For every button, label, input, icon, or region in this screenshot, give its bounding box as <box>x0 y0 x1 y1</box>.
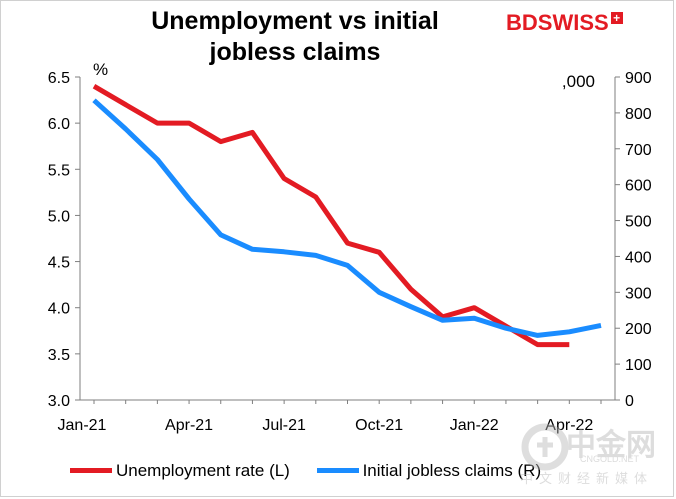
left-tick-label: 6.5 <box>48 70 70 87</box>
brand-logo: BDSWISS + <box>506 10 623 36</box>
left-tick-label: 5.0 <box>48 208 70 225</box>
left-tick-label: 6.0 <box>48 116 70 133</box>
x-tick-label: Apr-22 <box>545 417 593 434</box>
right-tick-label: 100 <box>625 357 652 374</box>
jobless-claims-line <box>92 98 602 338</box>
left-tick-label: 3.0 <box>48 393 70 410</box>
x-tick-label: Oct-21 <box>355 417 403 434</box>
legend-label-claims: Initial jobless claims (R) <box>362 460 542 480</box>
legend-item-claims: Initial jobless claims (R) <box>316 460 542 481</box>
x-tick-label: Apr-21 <box>165 417 213 434</box>
axes-group: 3.0 3.5 4.0 4.5 5.0 5.5 6.0 6.5 0 100 200 300 400 500… <box>48 60 652 434</box>
x-tick-label: Jan-22 <box>450 417 499 434</box>
right-tick-label: 600 <box>625 178 652 195</box>
watermark-logo-icon <box>521 423 569 471</box>
right-tick-label: 800 <box>625 106 652 123</box>
x-tick-label: Jul-21 <box>262 417 306 434</box>
right-tick-label: 500 <box>625 214 652 231</box>
watermark-subtitle: 中文财经新媒体 <box>520 472 654 487</box>
right-tick-label: 700 <box>625 142 652 159</box>
watermark-name: 中金网 <box>566 428 656 463</box>
left-axis-unit: % <box>93 60 108 79</box>
right-tick-label: 300 <box>625 285 652 302</box>
left-tick-label: 5.5 <box>48 162 70 179</box>
left-tick-label: 4.5 <box>48 255 70 272</box>
x-tick-label: Jan-21 <box>58 417 107 434</box>
legend-label-unemployment: Unemployment rate (L) <box>116 460 290 480</box>
watermark: 中金网 CNGOLD.NET 中文财经新媒体 <box>520 418 670 492</box>
brand-name: BDSWISS <box>506 10 609 35</box>
legend-swatch-unemployment <box>70 468 112 473</box>
legend-swatch-claims <box>316 468 359 473</box>
left-tick-label: 3.5 <box>48 347 70 364</box>
watermark-url: CNGOLD.NET <box>580 454 640 464</box>
legend-item-unemployment: Unemployment rate (L) <box>70 461 290 481</box>
legend: Unemployment rate (L) Initial jobless cl… <box>70 458 563 481</box>
right-tick-label: 200 <box>625 321 652 338</box>
right-tick-label: 400 <box>625 249 652 266</box>
right-axis-unit: ,000 <box>562 72 595 91</box>
left-tick-label: 4.0 <box>48 301 70 318</box>
right-tick-label: 0 <box>625 393 634 410</box>
plot-group <box>92 84 602 348</box>
unemployment-rate-line <box>92 84 570 348</box>
right-tick-label: 900 <box>625 70 652 87</box>
chart-title: Unemployment vs initial jobless claims <box>151 7 439 66</box>
brand-plus-icon: + <box>610 12 623 24</box>
